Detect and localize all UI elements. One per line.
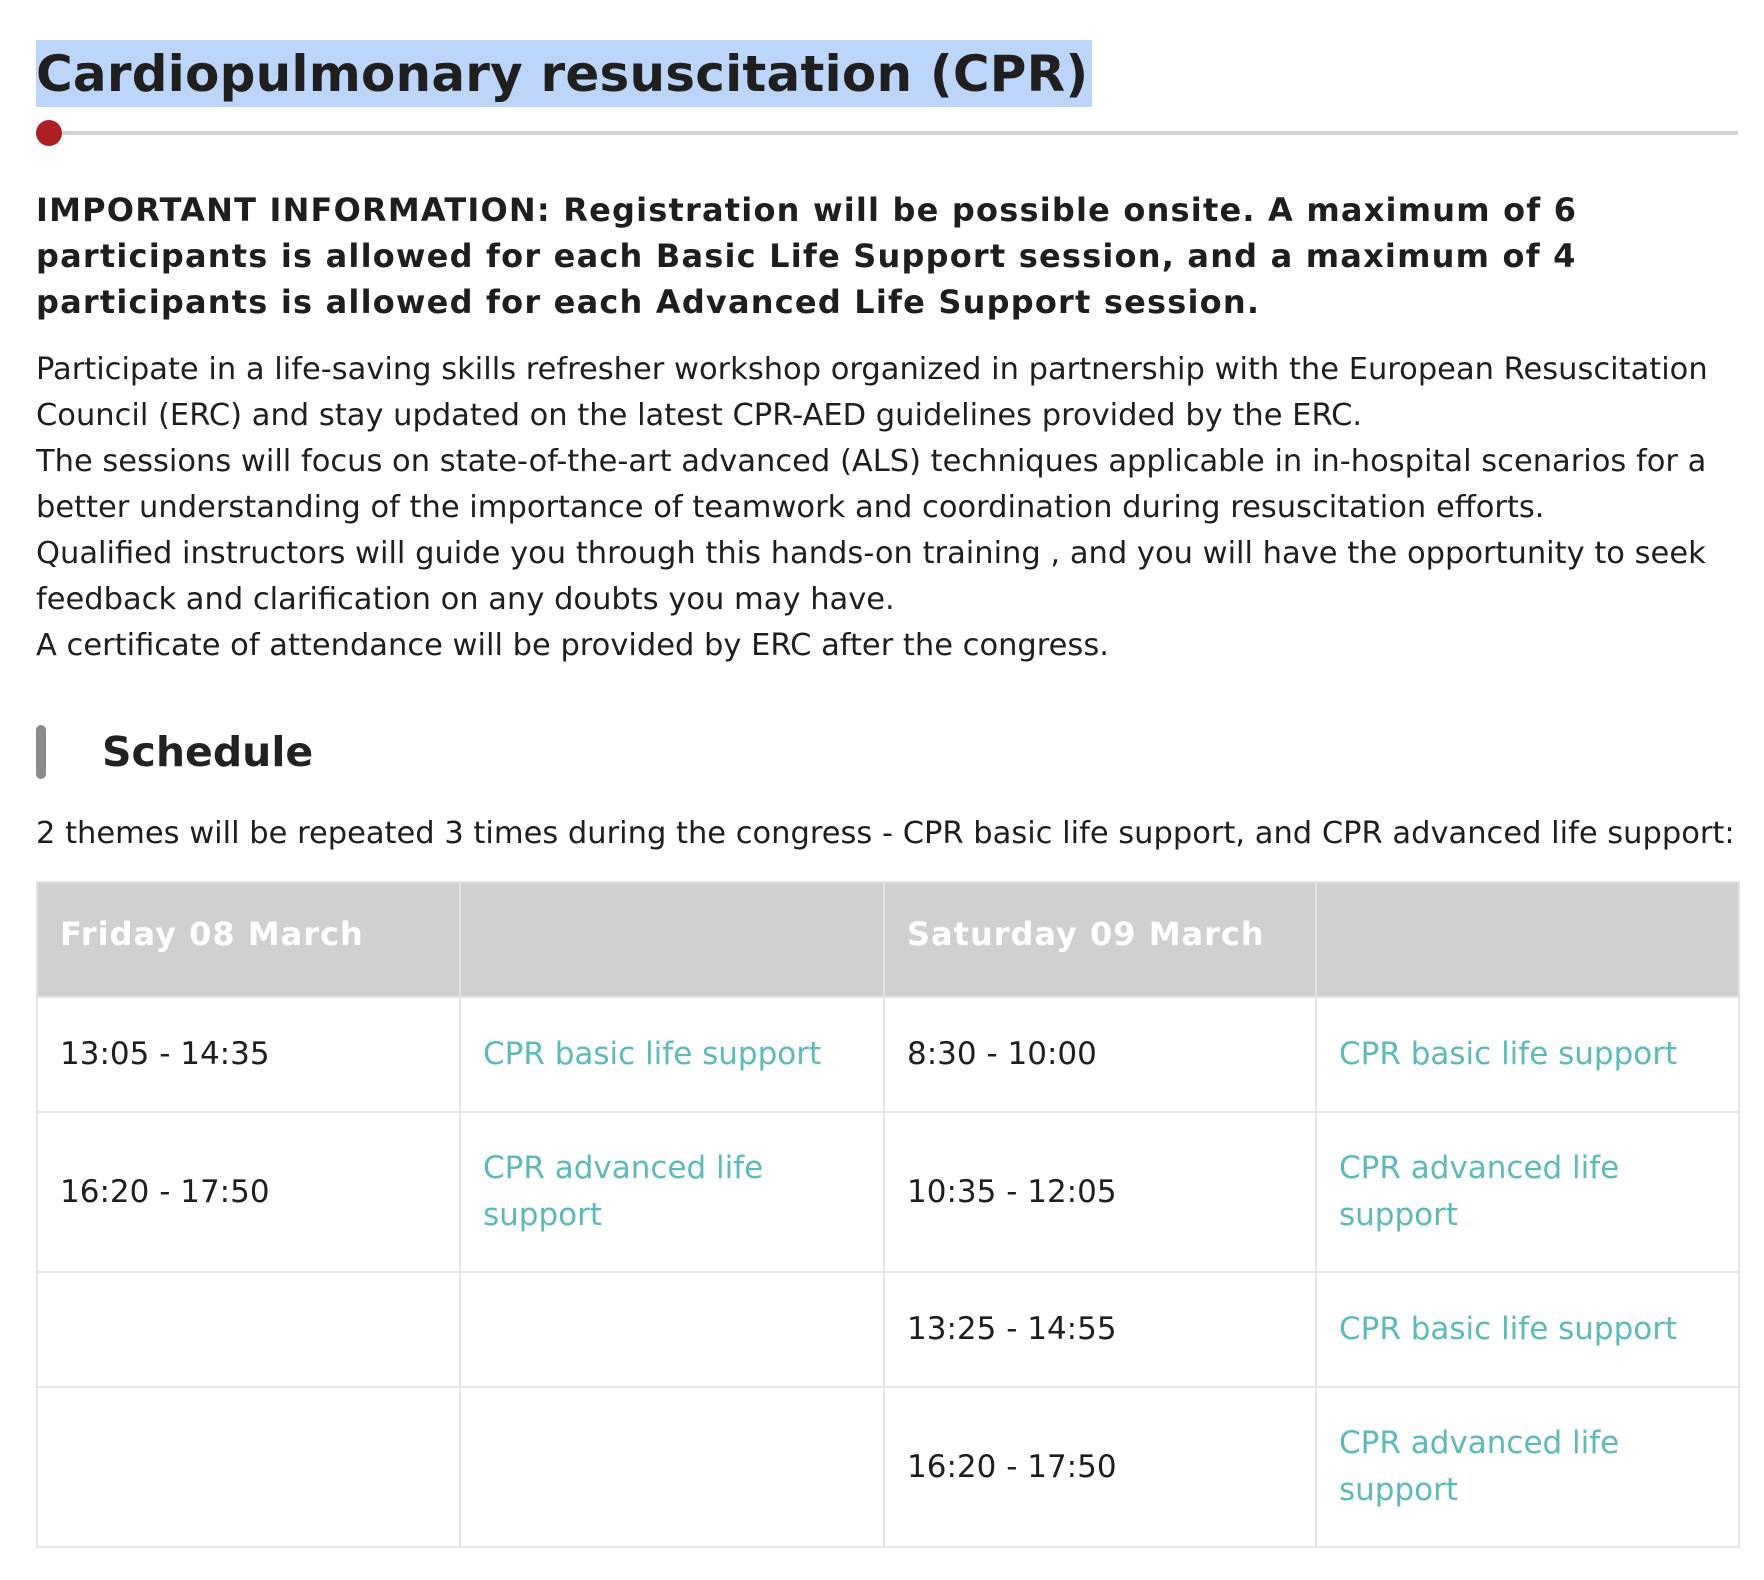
header-friday: Friday 08 March xyxy=(36,881,461,998)
schedule-heading: Schedule xyxy=(102,728,314,776)
saturday-time: 8:30 - 10:00 xyxy=(883,996,1317,1113)
saturday-session-cell: CPR basic life support xyxy=(1315,996,1740,1113)
intro-paragraph: The sessions will focus on state-of-the-… xyxy=(36,444,1707,525)
friday-time xyxy=(36,1271,461,1388)
saturday-time: 10:35 - 12:05 xyxy=(883,1111,1317,1273)
friday-session-cell: CPR advanced life support xyxy=(459,1111,885,1273)
friday-session-cell xyxy=(459,1386,885,1548)
schedule-section-header: Schedule xyxy=(36,725,1736,779)
saturday-session-cell: CPR basic life support xyxy=(1315,1271,1740,1388)
friday-time: 16:20 - 17:50 xyxy=(36,1111,461,1273)
divider-line xyxy=(36,131,1738,135)
header-friday-session xyxy=(459,881,885,998)
friday-session-cell: CPR basic life support xyxy=(459,996,885,1113)
session-link[interactable]: CPR advanced life support xyxy=(1339,1425,1620,1508)
schedule-description: 2 themes will be repeated 3 times during… xyxy=(36,816,1735,851)
red-dot-icon xyxy=(36,120,62,146)
intro-paragraph: A certificate of attendance will be prov… xyxy=(36,628,1109,663)
saturday-session-cell: CPR advanced life support xyxy=(1315,1386,1740,1548)
page-content: Cardiopulmonary resuscitation (CPR) IMPO… xyxy=(36,40,1740,1548)
schedule-table: Friday 08 March Saturday 09 March 13:05 … xyxy=(36,881,1740,1548)
session-link[interactable]: CPR advanced life support xyxy=(1339,1150,1620,1233)
session-link[interactable]: CPR basic life support xyxy=(483,1036,822,1072)
table-row: 13:25 - 14:55 CPR basic life support xyxy=(36,1271,1740,1388)
table-header-row: Friday 08 March Saturday 09 March xyxy=(36,881,1740,998)
page-title: Cardiopulmonary resuscitation (CPR) xyxy=(36,40,1093,107)
friday-session-cell xyxy=(459,1271,885,1388)
intro-paragraph: Participate in a life-saving skills refr… xyxy=(36,352,1708,433)
intro-paragraph: Qualified instructors will guide you thr… xyxy=(36,536,1706,617)
session-link[interactable]: CPR basic life support xyxy=(1339,1036,1678,1072)
session-link[interactable]: CPR advanced life support xyxy=(483,1150,764,1233)
saturday-session-cell: CPR advanced life support xyxy=(1315,1111,1740,1273)
table-row: 16:20 - 17:50 CPR advanced life support … xyxy=(36,1111,1740,1273)
table-row: 16:20 - 17:50 CPR advanced life support xyxy=(36,1386,1740,1548)
section-bar-icon xyxy=(36,725,46,779)
header-saturday: Saturday 09 March xyxy=(883,881,1317,998)
header-saturday-session xyxy=(1315,881,1740,998)
friday-time: 13:05 - 14:35 xyxy=(36,996,461,1113)
saturday-time: 16:20 - 17:50 xyxy=(883,1386,1317,1548)
session-link[interactable]: CPR basic life support xyxy=(1339,1311,1678,1347)
title-divider xyxy=(36,119,1738,146)
friday-time xyxy=(36,1386,461,1548)
saturday-time: 13:25 - 14:55 xyxy=(883,1271,1317,1388)
intro-text: Participate in a life-saving skills refr… xyxy=(36,347,1736,669)
important-notice: IMPORTANT INFORMATION: Registration will… xyxy=(36,191,1578,321)
table-row: 13:05 - 14:35 CPR basic life support 8:3… xyxy=(36,996,1740,1113)
